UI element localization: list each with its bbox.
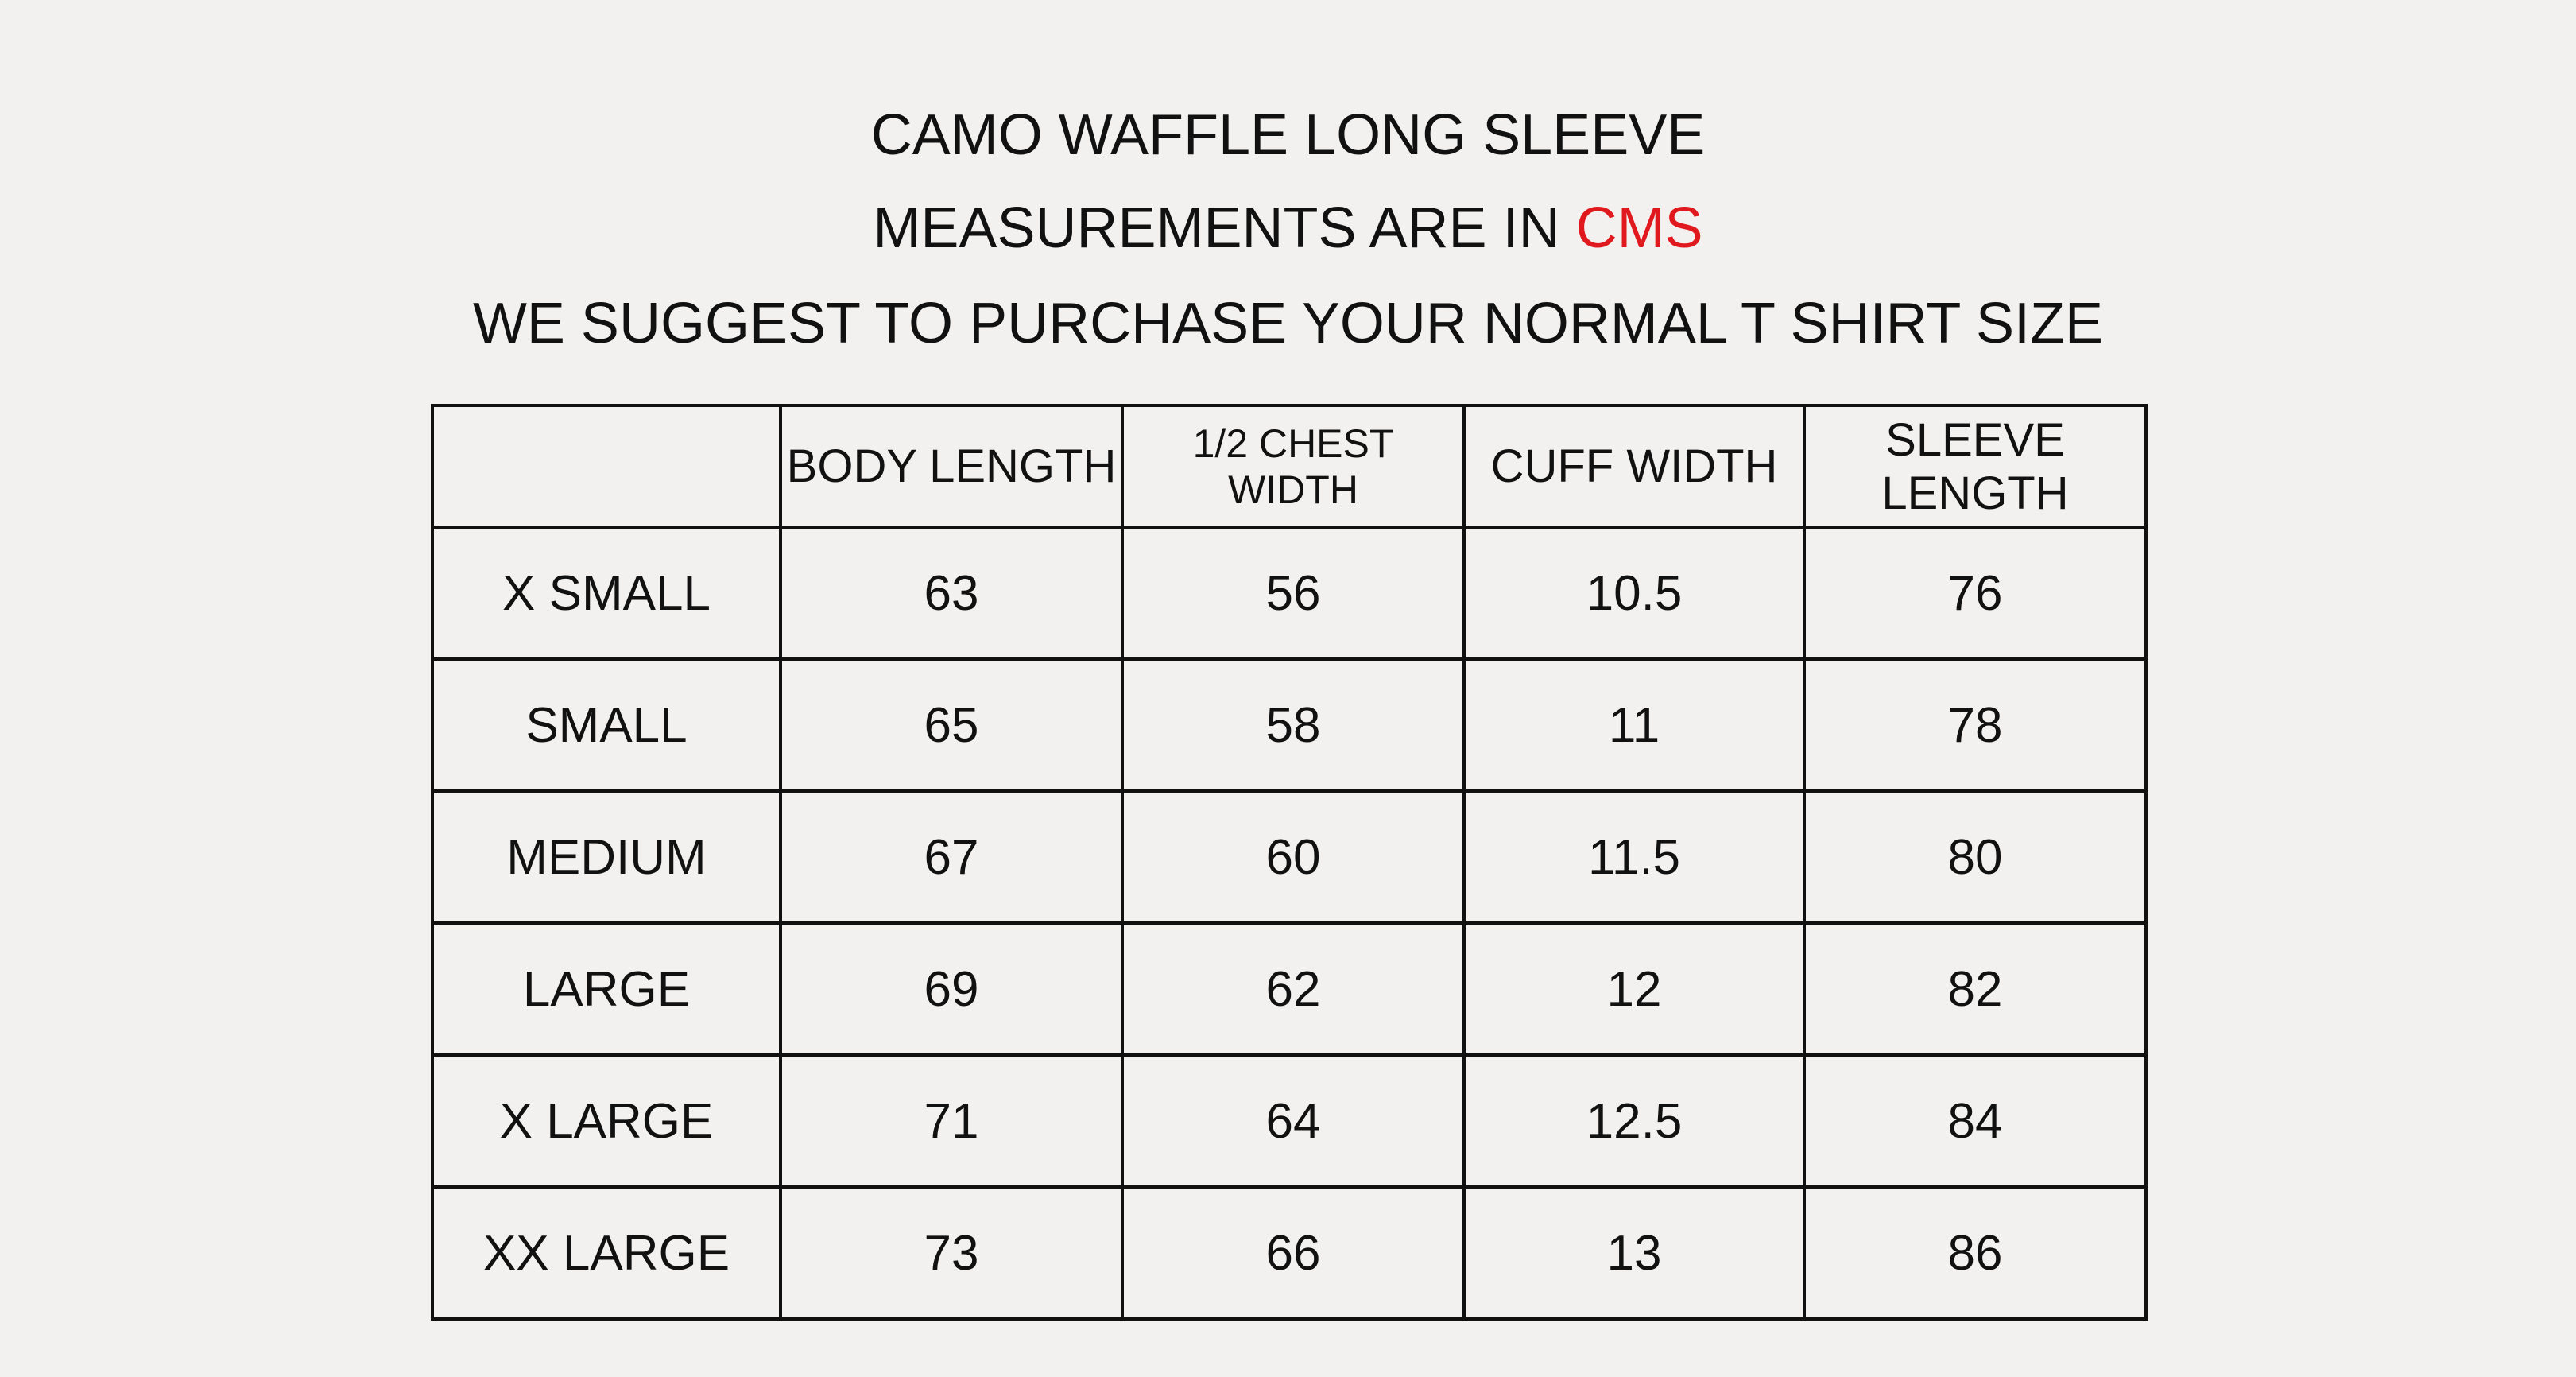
header-row: BODY LENGTH 1/2 CHEST WIDTH CUFF WIDTH SLEE… <box>431 404 2148 529</box>
measurement: 66 <box>1121 1185 1466 1321</box>
subtitle-prefix: MEASUREMENTS ARE IN <box>873 196 1560 260</box>
size-label: X SMALL <box>431 526 782 661</box>
size-label: MEDIUM <box>431 789 782 925</box>
size-label: SMALL <box>431 657 782 793</box>
measurement: 78 <box>1803 657 2148 793</box>
measurement: 73 <box>779 1185 1124 1321</box>
size-label: LARGE <box>431 921 782 1057</box>
measurement: 71 <box>779 1053 1124 1189</box>
table-body: X SMALL 63 56 10.5 76 SMALL 65 58 11 78 MEDIUM 67 60… <box>431 526 2148 1321</box>
measurement: 10.5 <box>1462 526 1806 661</box>
size-table: BODY LENGTH 1/2 CHEST WIDTH CUFF WIDTH SLEE… <box>431 404 2148 1321</box>
size-row: X SMALL 63 56 10.5 76 <box>431 526 2148 661</box>
measurement: 58 <box>1121 657 1466 793</box>
measurement: 11 <box>1462 657 1806 793</box>
size-row: X LARGE 71 64 12.5 84 <box>431 1053 2148 1189</box>
column-header: 1/2 CHEST WIDTH <box>1121 404 1466 529</box>
note: WE SUGGEST TO PURCHASE YOUR NORMAL T SHI… <box>472 292 2104 355</box>
measurement: 82 <box>1803 921 2148 1057</box>
corner-cell <box>431 404 782 529</box>
measurement: 56 <box>1121 526 1466 661</box>
size-row: XX LARGE 73 66 13 86 <box>431 1185 2148 1321</box>
size-label: X LARGE <box>431 1053 782 1189</box>
measurement: 63 <box>779 526 1124 661</box>
column-header: SLEEVE LENGTH <box>1803 404 2148 529</box>
title: CAMO WAFFLE LONG SLEEVE <box>870 103 1706 167</box>
measurement: 62 <box>1121 921 1466 1057</box>
column-header: CUFF WIDTH <box>1462 404 1806 529</box>
measurement: 76 <box>1803 526 2148 661</box>
size-row: MEDIUM 67 60 11.5 80 <box>431 789 2148 925</box>
measurement: 80 <box>1803 789 2148 925</box>
measurement: 64 <box>1121 1053 1466 1189</box>
measurement: 12.5 <box>1462 1053 1806 1189</box>
measurement: 84 <box>1803 1053 2148 1189</box>
subtitle: MEASUREMENTS ARE IN CMS <box>0 192 2576 264</box>
measurement: 69 <box>779 921 1124 1057</box>
column-header: BODY LENGTH <box>779 404 1124 529</box>
measurement: 12 <box>1462 921 1806 1057</box>
size-label: XX LARGE <box>431 1185 782 1321</box>
measurement: 65 <box>779 657 1124 793</box>
measurement: 67 <box>779 789 1124 925</box>
size-row: LARGE 69 62 12 82 <box>431 921 2148 1057</box>
measurement: 11.5 <box>1462 789 1806 925</box>
measurement: 86 <box>1803 1185 2148 1321</box>
unit: CMS <box>1575 196 1703 260</box>
measurement: 13 <box>1462 1185 1806 1321</box>
size-row: SMALL 65 58 11 78 <box>431 657 2148 793</box>
measurement: 60 <box>1121 789 1466 925</box>
